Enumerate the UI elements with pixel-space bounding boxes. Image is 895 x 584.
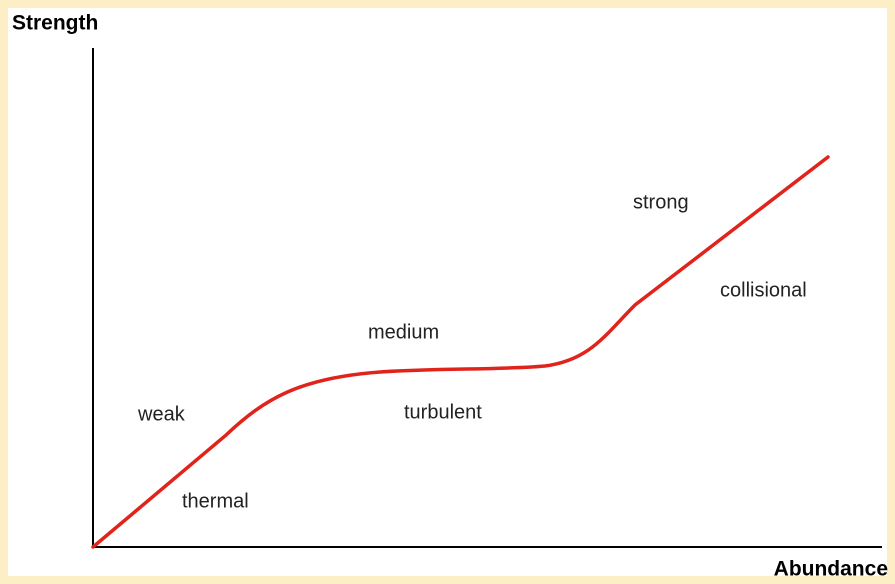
region-label: turbulent bbox=[404, 401, 482, 423]
curve bbox=[91, 155, 830, 549]
region-label: thermal bbox=[182, 490, 249, 512]
panel bbox=[8, 8, 887, 576]
region-label: weak bbox=[137, 403, 186, 425]
region-label: medium bbox=[368, 321, 439, 343]
y-axis-label: Strength bbox=[12, 12, 98, 35]
region-label: collisional bbox=[720, 279, 807, 301]
region-label: strong bbox=[633, 191, 689, 213]
x-axis-label: Abundance bbox=[774, 558, 888, 581]
